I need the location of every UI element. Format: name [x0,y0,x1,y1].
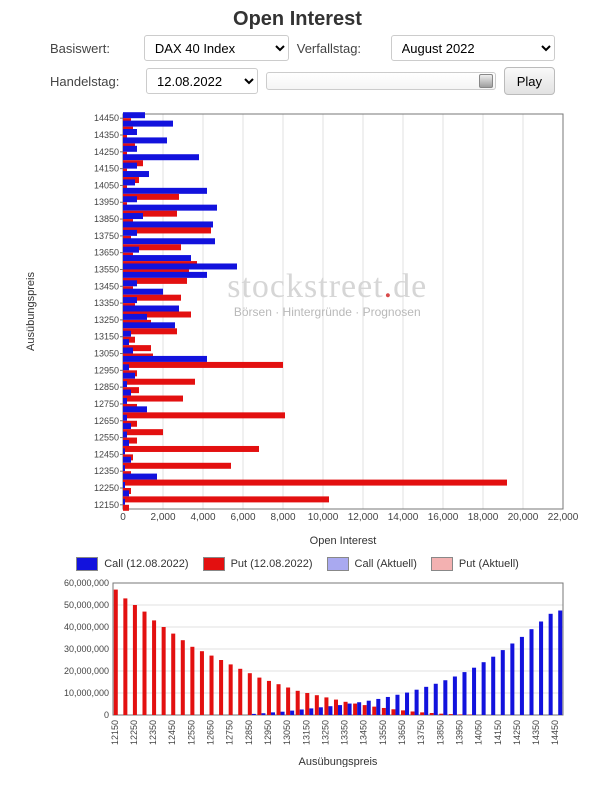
legend-item: Call (12.08.2022) [76,557,188,571]
svg-text:12550: 12550 [186,720,196,745]
svg-text:10,000: 10,000 [307,512,338,523]
svg-text:20,000,000: 20,000,000 [63,666,108,676]
slider-handle[interactable] [479,74,493,88]
svg-text:13550: 13550 [377,720,387,745]
svg-text:8,000: 8,000 [270,512,295,523]
svg-text:13950: 13950 [454,720,464,745]
svg-text:14450: 14450 [93,113,118,123]
legend-item: Call (Aktuell) [327,557,417,571]
basiswert-select[interactable]: DAX 40 Index [144,35,289,61]
svg-text:13350: 13350 [339,720,349,745]
svg-text:13750: 13750 [416,720,426,745]
legend: Call (12.08.2022) Put (12.08.2022) Call (A… [0,557,595,571]
svg-text:13250: 13250 [320,720,330,745]
svg-text:13150: 13150 [93,332,118,342]
svg-text:12650: 12650 [205,720,215,745]
svg-text:14250: 14250 [93,147,118,157]
svg-text:0: 0 [103,710,108,720]
svg-text:12750: 12750 [224,720,234,745]
svg-text:14450: 14450 [550,720,560,745]
payoff-chart: 0 10,000,000 20,000,000 30,000,000 40,000,00… [18,577,578,767]
svg-text:12450: 12450 [167,720,177,745]
svg-text:2,000: 2,000 [150,512,175,523]
svg-text:13950: 13950 [93,197,118,207]
play-button[interactable]: Play [504,67,555,95]
svg-text:12350: 12350 [148,720,158,745]
svg-text:6,000: 6,000 [230,512,255,523]
svg-text:13350: 13350 [93,298,118,308]
svg-text:13250: 13250 [93,315,118,325]
handelstag-label: Handelstag: [50,74,138,89]
svg-text:12,000: 12,000 [347,512,378,523]
svg-text:30,000,000: 30,000,000 [63,644,108,654]
svg-text:14350: 14350 [531,720,541,745]
svg-text:4,000: 4,000 [190,512,215,523]
svg-text:12550: 12550 [93,433,118,443]
date-slider[interactable] [266,72,496,90]
svg-text:13650: 13650 [93,248,118,258]
svg-text:14350: 14350 [93,130,118,140]
page-title: Open Interest [0,0,595,35]
verfall-select[interactable]: August 2022 [391,35,555,61]
svg-text:18,000: 18,000 [467,512,498,523]
svg-text:60,000,000: 60,000,000 [63,578,108,588]
svg-text:14050: 14050 [473,720,483,745]
svg-text:0: 0 [120,512,126,523]
svg-text:40,000,000: 40,000,000 [63,622,108,632]
svg-text:20,000: 20,000 [507,512,538,523]
svg-text:Open Interest: Open Interest [309,535,376,547]
svg-text:12950: 12950 [262,720,272,745]
svg-text:12150: 12150 [93,500,118,510]
svg-text:14150: 14150 [93,164,118,174]
svg-text:Ausübungspreis: Ausübungspreis [298,756,377,767]
svg-text:14250: 14250 [511,720,521,745]
svg-text:13450: 13450 [93,281,118,291]
svg-text:12250: 12250 [93,483,118,493]
svg-text:12150: 12150 [109,720,119,745]
svg-text:12950: 12950 [93,365,118,375]
svg-text:16,000: 16,000 [427,512,458,523]
svg-text:13050: 13050 [282,720,292,745]
svg-text:13450: 13450 [358,720,368,745]
svg-text:13550: 13550 [93,264,118,274]
svg-text:12250: 12250 [128,720,138,745]
legend-item: Put (12.08.2022) [203,557,313,571]
verfall-label: Verfallstag: [297,41,383,56]
svg-text:12350: 12350 [93,466,118,476]
oi-chart: 0 2,000 4,000 6,000 8,000 10,000 12,000 14,000 1… [18,109,578,549]
svg-text:50,000,000: 50,000,000 [63,600,108,610]
svg-text:13750: 13750 [93,231,118,241]
svg-text:13150: 13150 [301,720,311,745]
controls: Basiswert: DAX 40 Index Verfallstag: Aug… [0,35,595,105]
svg-text:14050: 14050 [93,180,118,190]
svg-text:13850: 13850 [93,214,118,224]
handelstag-select[interactable]: 12.08.2022 [146,68,258,94]
legend-item: Put (Aktuell) [431,557,519,571]
svg-text:Ausübungspreis: Ausübungspreis [25,272,37,351]
basiswert-label: Basiswert: [50,41,136,56]
svg-text:14,000: 14,000 [387,512,418,523]
svg-text:13850: 13850 [435,720,445,745]
svg-text:12650: 12650 [93,416,118,426]
svg-text:12450: 12450 [93,449,118,459]
svg-text:14150: 14150 [492,720,502,745]
svg-text:10,000,000: 10,000,000 [63,688,108,698]
svg-text:13050: 13050 [93,349,118,359]
svg-text:12750: 12750 [93,399,118,409]
svg-text:22,000: 22,000 [547,512,577,523]
svg-text:12850: 12850 [243,720,253,745]
svg-text:12850: 12850 [93,382,118,392]
svg-text:13650: 13650 [397,720,407,745]
